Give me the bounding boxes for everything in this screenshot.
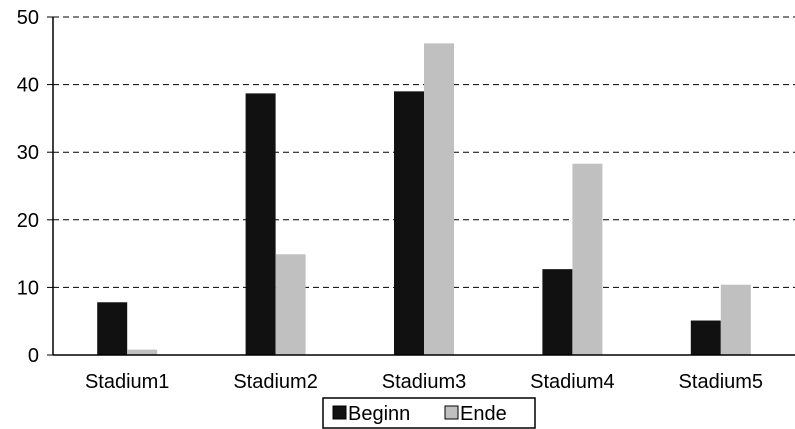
x-tick-label: Stadium3 bbox=[382, 371, 467, 393]
y-tick-label: 0 bbox=[28, 345, 39, 367]
legend-box bbox=[322, 397, 536, 429]
bar-ende-stadium4 bbox=[572, 163, 603, 355]
legend-label-ende: Ende bbox=[460, 403, 507, 425]
x-tick-labels: Stadium1 Stadium2 Stadium3 Stadium4 Stadium5 bbox=[85, 371, 763, 393]
x-tick-label: Stadium4 bbox=[530, 371, 615, 393]
bar-ende-stadium2 bbox=[275, 254, 306, 355]
bar-ende-stadium1 bbox=[127, 349, 158, 355]
legend-swatch-ende bbox=[444, 405, 459, 420]
y-tick-label: 40 bbox=[17, 75, 39, 97]
bar-beginn-stadium5 bbox=[690, 320, 721, 355]
legend-label-beginn: Beginn bbox=[348, 403, 410, 425]
y-tick-label: 50 bbox=[17, 7, 39, 29]
axes bbox=[47, 16, 795, 356]
bar-beginn-stadium3 bbox=[394, 91, 424, 356]
x-tick-label: Stadium2 bbox=[233, 371, 318, 393]
legend-swatch-beginn bbox=[332, 405, 347, 420]
y-tick-label: 30 bbox=[17, 142, 39, 164]
bar-ende-stadium3 bbox=[424, 43, 454, 355]
bar-beginn-stadium2 bbox=[245, 93, 276, 355]
x-tick-label: Stadium5 bbox=[679, 371, 764, 393]
y-tick-label: 20 bbox=[17, 210, 39, 232]
bars bbox=[97, 43, 751, 356]
bar-ende-stadium5 bbox=[720, 284, 751, 355]
bar-beginn-stadium4 bbox=[542, 269, 573, 355]
bar-beginn-stadium1 bbox=[97, 302, 128, 355]
x-tick-label: Stadium1 bbox=[85, 371, 170, 393]
y-tick-label: 10 bbox=[17, 277, 39, 299]
legend: Beginn Ende bbox=[322, 397, 536, 429]
y-tick-labels: 0 10 20 30 40 50 bbox=[17, 7, 39, 367]
